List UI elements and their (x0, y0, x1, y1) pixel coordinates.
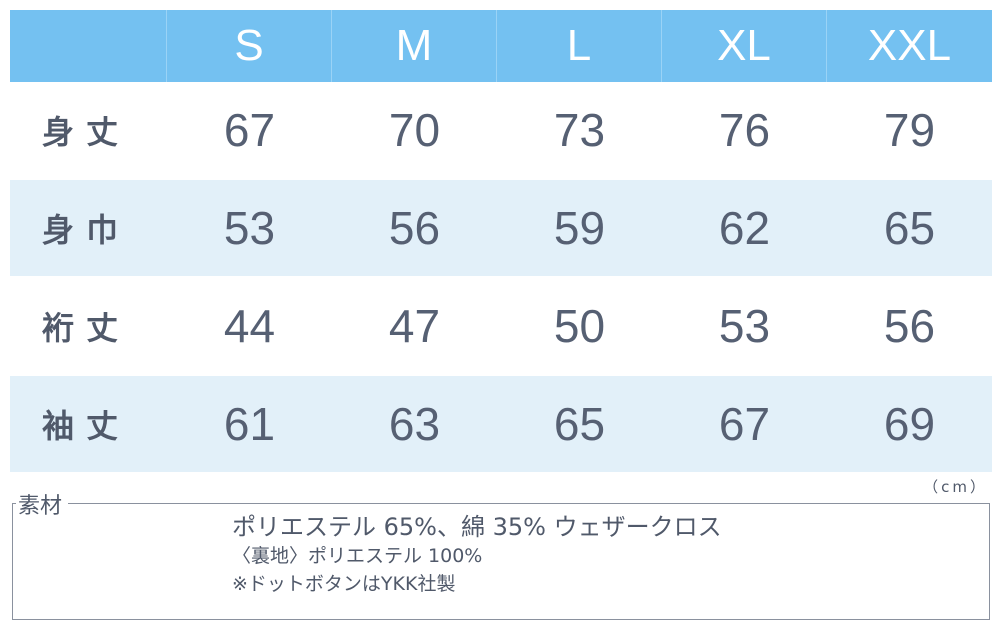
table-cell: 65 (883, 202, 936, 254)
material-title: 素材 (16, 488, 69, 520)
row-label: 身丈 (42, 113, 131, 151)
table-cell: 53 (223, 202, 276, 254)
header-corner-cell (10, 10, 167, 82)
size-header-s: S (167, 10, 332, 82)
table-cell: 63 (388, 398, 441, 450)
table-cell: 65 (553, 398, 606, 450)
table-cell: 56 (388, 202, 441, 254)
table-cell: 61 (223, 398, 276, 450)
unit-label: （cm） (923, 478, 988, 496)
table-cell: 50 (553, 300, 606, 352)
table-row-sleeve-length-from-neck: 裄丈 44 47 50 53 56 (10, 278, 992, 374)
material-button-note: ※ドットボタンはYKK社製 (232, 573, 456, 595)
material-box (12, 503, 990, 620)
table-cell: 53 (718, 300, 771, 352)
table-cell: 76 (718, 104, 771, 156)
table-cell: 56 (883, 300, 936, 352)
material-fabric-line: ポリエステル 65%、綿 35% ウェザークロス (232, 513, 722, 541)
table-cell: 62 (718, 202, 771, 254)
size-header-xxl: XXL (867, 21, 952, 70)
table-row-body-width: 身巾 53 56 59 62 65 (10, 180, 992, 276)
size-header-m: M (332, 10, 497, 82)
table-cell: 79 (883, 104, 936, 156)
table-cell: 67 (718, 398, 771, 450)
size-header-l: L (497, 10, 662, 82)
table-cell: 69 (883, 398, 936, 450)
table-cell: 70 (388, 104, 441, 156)
table-row-body-length: 身丈 67 70 73 76 79 (10, 82, 992, 178)
material-lining-line: 〈裏地〉ポリエステル 100% (232, 545, 483, 567)
table-cell: 44 (223, 300, 276, 352)
table-cell: 59 (553, 202, 606, 254)
table-cell: 73 (553, 104, 606, 156)
size-chart-table: S M L XL XXL 身丈 67 70 73 76 79 身巾 53 56 … (10, 10, 992, 472)
size-header-row: S M L XL XXL (10, 10, 992, 82)
row-label: 身巾 (42, 211, 131, 249)
table-row-sleeve-length: 袖丈 61 63 65 67 69 (10, 376, 992, 472)
table-cell: 67 (223, 104, 276, 156)
size-header-xl: XL (662, 10, 827, 82)
row-label: 袖丈 (42, 407, 131, 445)
row-label: 裄丈 (42, 309, 131, 347)
table-cell: 47 (388, 300, 441, 352)
material-description: ポリエステル 65%、綿 35% ウェザークロス 〈裏地〉ポリエステル 100%… (232, 512, 722, 598)
